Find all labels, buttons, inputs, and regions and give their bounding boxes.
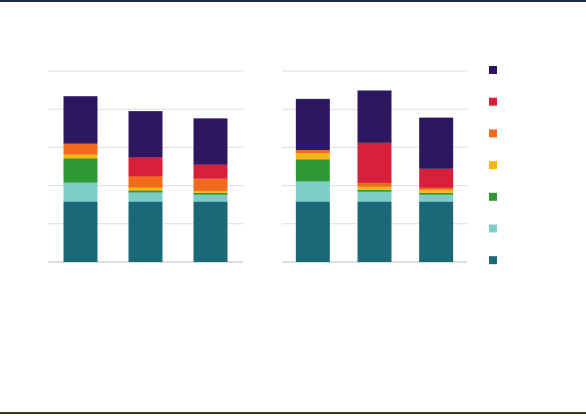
legend-marker — [489, 66, 497, 74]
bar-segment — [193, 178, 228, 191]
bar-segment — [419, 192, 454, 195]
bar-segment — [357, 186, 392, 190]
bar-segment — [295, 150, 330, 154]
bar-segment — [357, 90, 392, 143]
bar-segment — [419, 189, 454, 193]
legend-marker — [489, 161, 497, 170]
top-border — [0, 0, 586, 2]
bar-segment — [295, 181, 330, 202]
bar-segment — [357, 142, 392, 183]
bar-segment — [357, 201, 392, 262]
bar-segment — [419, 117, 454, 169]
bar-segment — [193, 164, 228, 179]
bar-segment — [63, 143, 98, 155]
bar-segment — [193, 192, 228, 195]
bar-segment — [128, 190, 163, 193]
bar-segment — [63, 182, 98, 202]
legend-marker — [489, 256, 497, 265]
bar-segment — [193, 118, 228, 165]
bar-segment — [295, 98, 330, 151]
bar-segment — [128, 111, 163, 158]
bar-segment — [63, 96, 98, 144]
bottom-border — [0, 412, 586, 414]
bar-segment — [193, 190, 228, 193]
bar-segment — [419, 201, 454, 262]
legend-marker — [489, 224, 497, 233]
bar-segment — [193, 194, 228, 202]
bar-segment — [357, 191, 392, 202]
bar-segment — [63, 201, 98, 262]
bar-segment — [193, 201, 228, 262]
bar-segment — [357, 189, 392, 192]
bar-segment — [295, 153, 330, 160]
legend-marker — [489, 97, 497, 106]
bar-segment — [128, 157, 163, 177]
bar-segment — [128, 192, 163, 202]
bar-segment — [419, 168, 454, 188]
bar-segment — [295, 159, 330, 182]
bar-segment — [357, 182, 392, 187]
bar-segment — [63, 154, 98, 159]
legend-marker — [489, 192, 497, 201]
bar-segment — [128, 201, 163, 262]
bar-segment — [128, 176, 163, 188]
bar-segment — [63, 158, 98, 183]
legend-marker — [489, 129, 497, 138]
bar-segment — [128, 187, 163, 191]
bar-segment — [419, 187, 454, 190]
bar-segment — [295, 201, 330, 262]
bar-segment — [419, 194, 454, 202]
